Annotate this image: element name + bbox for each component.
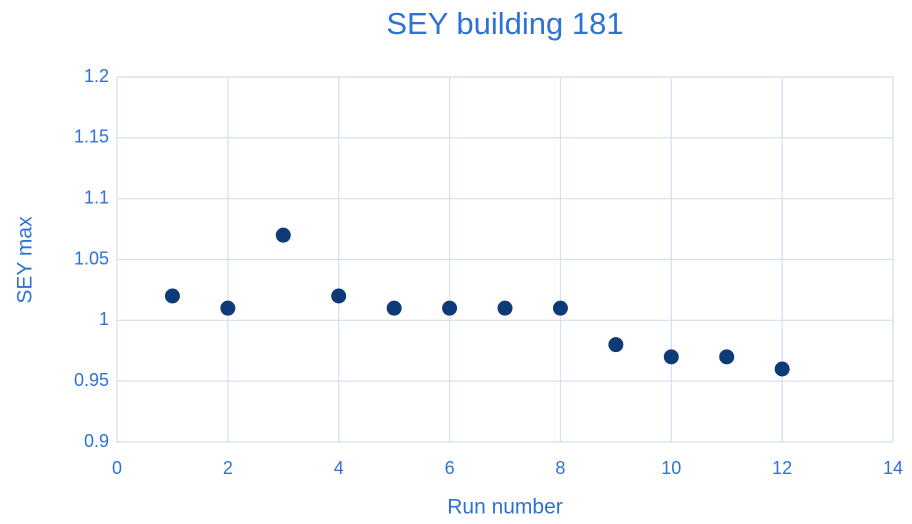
point [386, 300, 402, 316]
x-tick-label: 2 [223, 458, 233, 478]
x-tick-label: 6 [445, 458, 455, 478]
point [608, 337, 624, 353]
x-tick-label: 10 [661, 458, 681, 478]
x-tick-label: 14 [883, 458, 903, 478]
x-tick-label: 4 [334, 458, 344, 478]
y-tick-label: 1.2 [84, 66, 109, 86]
y-tick-label: 1.15 [74, 127, 109, 147]
point [220, 300, 236, 316]
point [331, 288, 347, 304]
y-tick-label: 0.95 [74, 370, 109, 390]
y-tick-label: 0.9 [84, 431, 109, 451]
y-tick-label: 1.05 [74, 248, 109, 268]
point [719, 349, 735, 365]
x-tick-label: 8 [555, 458, 565, 478]
x-axis-label: Run number [447, 496, 563, 519]
x-tick-label: 12 [772, 458, 792, 478]
point [497, 300, 513, 316]
point [663, 349, 679, 365]
y-tick-label: 1 [99, 309, 109, 329]
point [774, 361, 790, 377]
point [275, 227, 291, 243]
point [552, 300, 568, 316]
y-tick-label: 1.1 [84, 187, 109, 207]
chart-title: SEY building 181 [386, 6, 623, 41]
point [164, 288, 180, 304]
point [442, 300, 458, 316]
y-axis-label: SEY max [14, 216, 37, 304]
x-tick-label: 0 [112, 458, 122, 478]
